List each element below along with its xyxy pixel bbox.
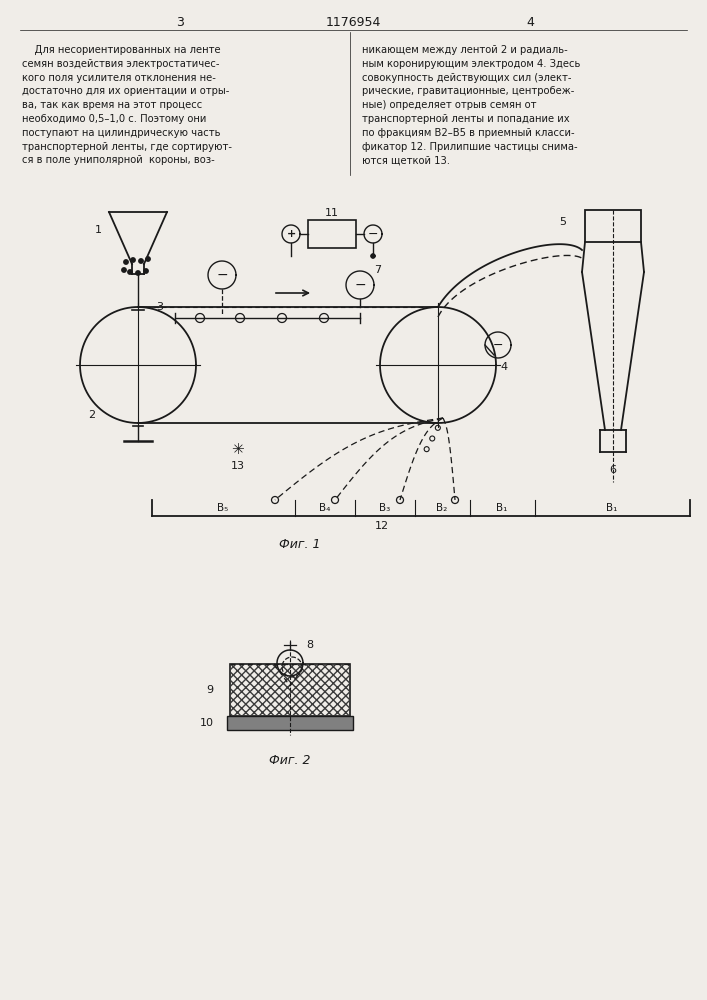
Text: совокупность действующих сил (элект-: совокупность действующих сил (элект-: [362, 73, 571, 83]
Polygon shape: [371, 254, 375, 258]
Text: В₂: В₂: [436, 503, 448, 513]
Text: В₃: В₃: [380, 503, 391, 513]
Bar: [308, 220, 356, 248]
Text: поступают на цилиндрическую часть: поступают на цилиндрическую часть: [22, 128, 221, 138]
Text: по фракциям В2–В5 в приемный класси-: по фракциям В2–В5 в приемный класси-: [362, 128, 575, 138]
Text: −: −: [216, 268, 228, 282]
Circle shape: [139, 259, 144, 263]
Text: 2: 2: [88, 410, 95, 420]
Text: 3: 3: [176, 15, 184, 28]
Text: В₁: В₁: [496, 503, 508, 513]
Text: Для несориентированных на ленте: Для несориентированных на ленте: [22, 45, 221, 55]
Text: 3: 3: [156, 302, 163, 312]
Text: ва, так как время на этот процесс: ва, так как время на этот процесс: [22, 100, 202, 110]
Text: семян воздействия электростатичес-: семян воздействия электростатичес-: [22, 59, 219, 69]
Circle shape: [131, 258, 135, 262]
Text: рические, гравитационные, центробеж-: рические, гравитационные, центробеж-: [362, 86, 574, 96]
Text: фикатор 12. Прилипшие частицы снима-: фикатор 12. Прилипшие частицы снима-: [362, 142, 578, 152]
Text: Фиг. 1: Фиг. 1: [279, 538, 321, 552]
Text: 9: 9: [206, 685, 214, 695]
Text: ся в поле униполярной  короны, воз-: ся в поле униполярной короны, воз-: [22, 155, 215, 165]
Circle shape: [122, 268, 127, 272]
Bar: [227, 716, 353, 730]
Text: 1176954: 1176954: [325, 15, 380, 28]
Text: 4: 4: [501, 362, 508, 372]
Circle shape: [144, 269, 148, 273]
Text: транспортерной ленты и попадание их: транспортерной ленты и попадание их: [362, 114, 570, 124]
Text: никающем между лентой 2 и радиаль-: никающем между лентой 2 и радиаль-: [362, 45, 568, 55]
Text: 12: 12: [375, 521, 389, 531]
Text: ✳: ✳: [232, 442, 245, 458]
Text: В₄: В₄: [320, 503, 331, 513]
Text: −: −: [354, 278, 366, 292]
Text: 1: 1: [95, 225, 102, 235]
Text: 7: 7: [375, 265, 382, 275]
Text: −: −: [493, 338, 503, 352]
Text: необходимо 0,5–1,0 с. Поэтому они: необходимо 0,5–1,0 с. Поэтому они: [22, 114, 206, 124]
Circle shape: [136, 271, 140, 275]
Text: В₁: В₁: [607, 503, 618, 513]
Bar: [230, 664, 350, 716]
Text: +: +: [286, 229, 296, 239]
Text: ные) определяет отрыв семян от: ные) определяет отрыв семян от: [362, 100, 537, 110]
Text: Фиг. 2: Фиг. 2: [269, 754, 311, 766]
Text: 11: 11: [325, 208, 339, 218]
Text: 4: 4: [526, 15, 534, 28]
Text: 10: 10: [200, 718, 214, 728]
Circle shape: [124, 260, 128, 264]
Text: ются щеткой 13.: ются щеткой 13.: [362, 155, 450, 165]
Bar: [585, 210, 641, 242]
Text: кого поля усилителя отклонения не-: кого поля усилителя отклонения не-: [22, 73, 216, 83]
Text: 5: 5: [559, 217, 566, 227]
Text: 8: 8: [306, 640, 314, 650]
Text: транспортерной ленты, где сортируют-: транспортерной ленты, где сортируют-: [22, 142, 232, 152]
Text: −: −: [368, 228, 378, 240]
Text: В₅: В₅: [217, 503, 228, 513]
Circle shape: [146, 257, 150, 261]
Text: 13: 13: [231, 461, 245, 471]
Text: достаточно для их ориентации и отры-: достаточно для их ориентации и отры-: [22, 86, 229, 96]
Text: ным коронирующим электродом 4. Здесь: ным коронирующим электродом 4. Здесь: [362, 59, 580, 69]
Text: 6: 6: [609, 465, 617, 475]
Circle shape: [128, 270, 132, 274]
Bar: [230, 664, 350, 716]
